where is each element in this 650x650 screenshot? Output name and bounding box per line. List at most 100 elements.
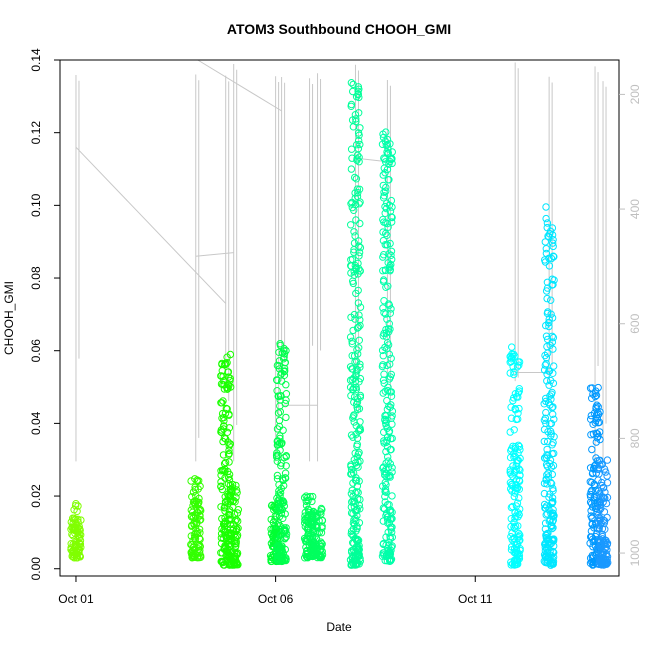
data-point bbox=[70, 506, 78, 514]
data-point bbox=[548, 509, 557, 517]
data-point bbox=[220, 422, 228, 430]
data-point bbox=[302, 501, 311, 510]
data-point bbox=[596, 538, 605, 546]
data-point bbox=[540, 437, 548, 446]
right-tick-label: 800 bbox=[628, 428, 642, 448]
data-point bbox=[385, 160, 393, 168]
data-point bbox=[217, 503, 225, 511]
y-tick-label: 0.12 bbox=[29, 121, 43, 145]
data-point bbox=[386, 309, 394, 317]
data-point bbox=[385, 472, 393, 480]
data-point bbox=[355, 185, 364, 194]
data-point bbox=[229, 484, 237, 492]
data-point bbox=[312, 523, 320, 531]
y-tick-label: 0.04 bbox=[29, 411, 43, 435]
data-point bbox=[273, 521, 281, 529]
data-point bbox=[354, 286, 362, 295]
data-point bbox=[194, 499, 203, 507]
data-point bbox=[356, 316, 364, 324]
data-point bbox=[195, 525, 204, 533]
data-point bbox=[350, 228, 358, 236]
data-point bbox=[67, 518, 76, 526]
data-point bbox=[550, 362, 558, 370]
data-point bbox=[387, 154, 396, 163]
data-point bbox=[350, 411, 358, 419]
y-tick-label: 0.10 bbox=[29, 193, 43, 217]
data-point bbox=[385, 541, 393, 550]
data-point bbox=[229, 526, 237, 534]
data-point bbox=[588, 514, 596, 522]
data-point bbox=[379, 304, 387, 312]
data-point bbox=[282, 381, 290, 389]
y-tick-label: 0.02 bbox=[29, 484, 43, 508]
data-point bbox=[543, 502, 551, 510]
data-point bbox=[378, 362, 387, 371]
data-point bbox=[225, 458, 233, 466]
data-point bbox=[547, 432, 555, 440]
data-point bbox=[231, 553, 240, 561]
data-point bbox=[355, 109, 363, 117]
data-point bbox=[348, 470, 356, 478]
data-point bbox=[194, 553, 202, 561]
data-point bbox=[226, 549, 235, 557]
data-point bbox=[386, 325, 394, 333]
data-point bbox=[277, 462, 285, 470]
data-point bbox=[543, 445, 551, 454]
data-point bbox=[541, 238, 549, 246]
data-point bbox=[386, 515, 394, 523]
data-point bbox=[381, 241, 389, 249]
data-point bbox=[348, 365, 357, 373]
data-point bbox=[548, 275, 556, 283]
data-point bbox=[508, 529, 516, 537]
data-point bbox=[353, 434, 362, 442]
data-point bbox=[599, 498, 607, 506]
data-point bbox=[280, 347, 288, 355]
data-point bbox=[191, 475, 199, 483]
data-point bbox=[549, 506, 557, 514]
data-point bbox=[220, 413, 228, 422]
data-point bbox=[384, 383, 392, 391]
data-point bbox=[548, 441, 556, 449]
data-point bbox=[587, 431, 595, 439]
data-point bbox=[380, 164, 388, 172]
data-point bbox=[224, 380, 232, 389]
data-point bbox=[352, 430, 360, 438]
y-tick-label: 0.14 bbox=[29, 48, 43, 72]
y-tick-label: 0.08 bbox=[29, 266, 43, 290]
data-point bbox=[382, 481, 390, 489]
right-tick-label: 600 bbox=[628, 313, 642, 333]
data-point bbox=[273, 471, 282, 480]
data-point bbox=[72, 546, 80, 555]
data-point bbox=[281, 359, 289, 367]
data-point bbox=[354, 259, 362, 268]
data-point bbox=[356, 140, 364, 149]
data-point bbox=[383, 219, 392, 228]
data-point bbox=[276, 434, 284, 443]
data-point bbox=[384, 223, 392, 231]
data-point bbox=[507, 470, 515, 478]
data-point bbox=[592, 403, 600, 411]
data-point bbox=[540, 489, 549, 498]
data-point bbox=[509, 350, 518, 358]
data-point bbox=[379, 277, 388, 286]
data-point bbox=[380, 379, 388, 387]
data-point bbox=[379, 389, 387, 397]
data-point bbox=[219, 397, 227, 405]
data-point bbox=[591, 392, 599, 401]
data-point bbox=[318, 506, 326, 514]
data-point bbox=[541, 519, 550, 527]
data-point bbox=[550, 449, 558, 458]
data-point bbox=[282, 453, 290, 461]
data-point bbox=[594, 410, 603, 419]
data-point bbox=[599, 555, 607, 563]
data-point bbox=[355, 448, 363, 457]
data-point bbox=[594, 544, 602, 553]
data-point bbox=[598, 478, 606, 487]
data-point bbox=[383, 231, 391, 240]
data-point bbox=[543, 284, 552, 292]
chart-title: ATOM3 Southbound CHOOH_GMI bbox=[227, 21, 451, 37]
x-axis: Oct 01 Oct 06 Oct 11 bbox=[58, 576, 493, 606]
data-point bbox=[548, 535, 556, 544]
data-point bbox=[549, 484, 557, 493]
data-point bbox=[274, 441, 282, 449]
